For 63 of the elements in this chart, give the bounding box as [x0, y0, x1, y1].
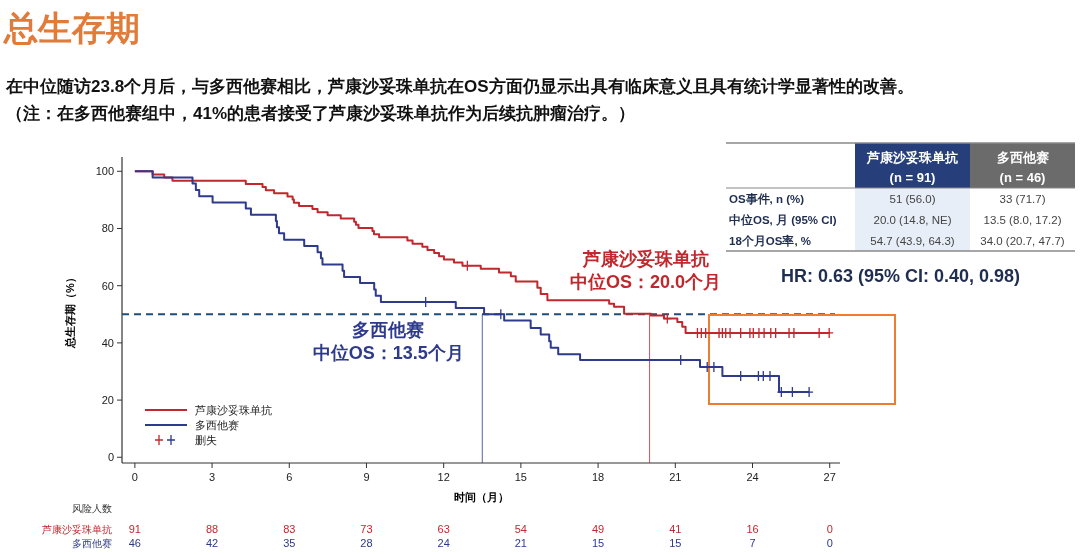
- text: 15: [591, 537, 605, 549]
- text: （注：在多西他赛组中，41%的患者接受了芦康沙妥珠单抗作为后续抗肿瘤治疗。）: [6, 104, 636, 123]
- y-tick-label: 60: [101, 279, 114, 292]
- chart-title: 总生存期: [2, 9, 140, 47]
- y-tick-label: 80: [101, 222, 114, 235]
- text: 风险人数: [72, 503, 112, 514]
- text: 0: [826, 523, 833, 535]
- text: 28: [360, 537, 373, 549]
- category-label: 芦康沙妥珠单抗: [42, 524, 112, 535]
- x-tick-label: 24: [746, 471, 759, 483]
- text: 46: [128, 537, 141, 549]
- annotation: 多西他赛: [352, 320, 425, 341]
- text: 16: [746, 523, 759, 535]
- x-tick-label: 3: [209, 471, 216, 483]
- text: 63: [437, 523, 450, 535]
- text: 42: [205, 537, 219, 549]
- text: 73: [360, 523, 373, 535]
- legend-label: 多西他赛: [195, 419, 239, 431]
- x-tick-label: 6: [286, 471, 293, 483]
- category-label: 多西他赛: [72, 538, 112, 549]
- y-tick-label: 100: [95, 165, 114, 178]
- y-tick-label: 40: [101, 336, 114, 349]
- text: 21: [514, 537, 528, 549]
- text: 20.0 (14.8, NE): [873, 214, 952, 226]
- chart-subtitle: 在中位随访23.8个月后，与多西他赛相比，芦康沙妥珠单抗在OS方面仍显示出具有临床意义且具有统计学显著性的改善。: [5, 76, 914, 96]
- x-tick-label: 9: [363, 471, 370, 483]
- category-label: 多西他赛 (n = 46): [996, 150, 1049, 185]
- text: 88: [205, 523, 219, 535]
- x-tick-label: 12: [437, 471, 450, 483]
- text: 91: [128, 523, 141, 535]
- y-axis-title: 总生存期（%）: [64, 272, 77, 349]
- x-tick-label: 27: [823, 471, 836, 483]
- text: 49: [591, 523, 605, 535]
- text: 41: [669, 523, 682, 535]
- text: 7: [749, 537, 756, 549]
- text: 51 (56.0): [889, 193, 936, 205]
- text: 13.5 (8.0, 17.2): [983, 214, 1062, 226]
- ref-line-label: 中位OS：20.0个月: [570, 272, 722, 293]
- x-axis-title: 时间（月）: [453, 491, 509, 504]
- category-label: 18个月OS率, %: [729, 235, 812, 247]
- category-label: OS事件, n (%): [729, 193, 805, 205]
- text: 54.7 (43.9, 64.3): [870, 235, 955, 247]
- annotation: HR: 0.63 (95% CI: 0.40, 0.98): [780, 266, 1021, 286]
- legend-label: 芦康沙妥珠单抗: [195, 404, 272, 416]
- x-tick-label: 18: [591, 471, 605, 483]
- category-label: 中位OS, 月 (95% CI): [729, 214, 837, 226]
- category-label: 芦康沙妥珠单抗 (n = 91): [866, 150, 958, 185]
- x-tick-label: 21: [669, 471, 682, 483]
- x-tick-label: 0: [131, 471, 138, 483]
- y-tick-label: 20: [101, 394, 114, 407]
- x-tick-label: 15: [514, 471, 528, 483]
- text: 35: [283, 537, 296, 549]
- text: 24: [437, 537, 450, 549]
- ref-line-label: 中位OS：13.5个月: [312, 343, 464, 364]
- text: 15: [669, 537, 682, 549]
- text: 83: [283, 523, 296, 535]
- annotation: 芦康沙妥珠单抗: [581, 249, 709, 270]
- text: 34.0 (20.7, 47.7): [980, 235, 1065, 247]
- text: 0: [826, 537, 833, 549]
- text: 54: [514, 523, 528, 535]
- y-tick-label: 0: [107, 451, 114, 464]
- text: 33 (71.7): [999, 193, 1046, 205]
- legend-label: 删失: [195, 434, 217, 446]
